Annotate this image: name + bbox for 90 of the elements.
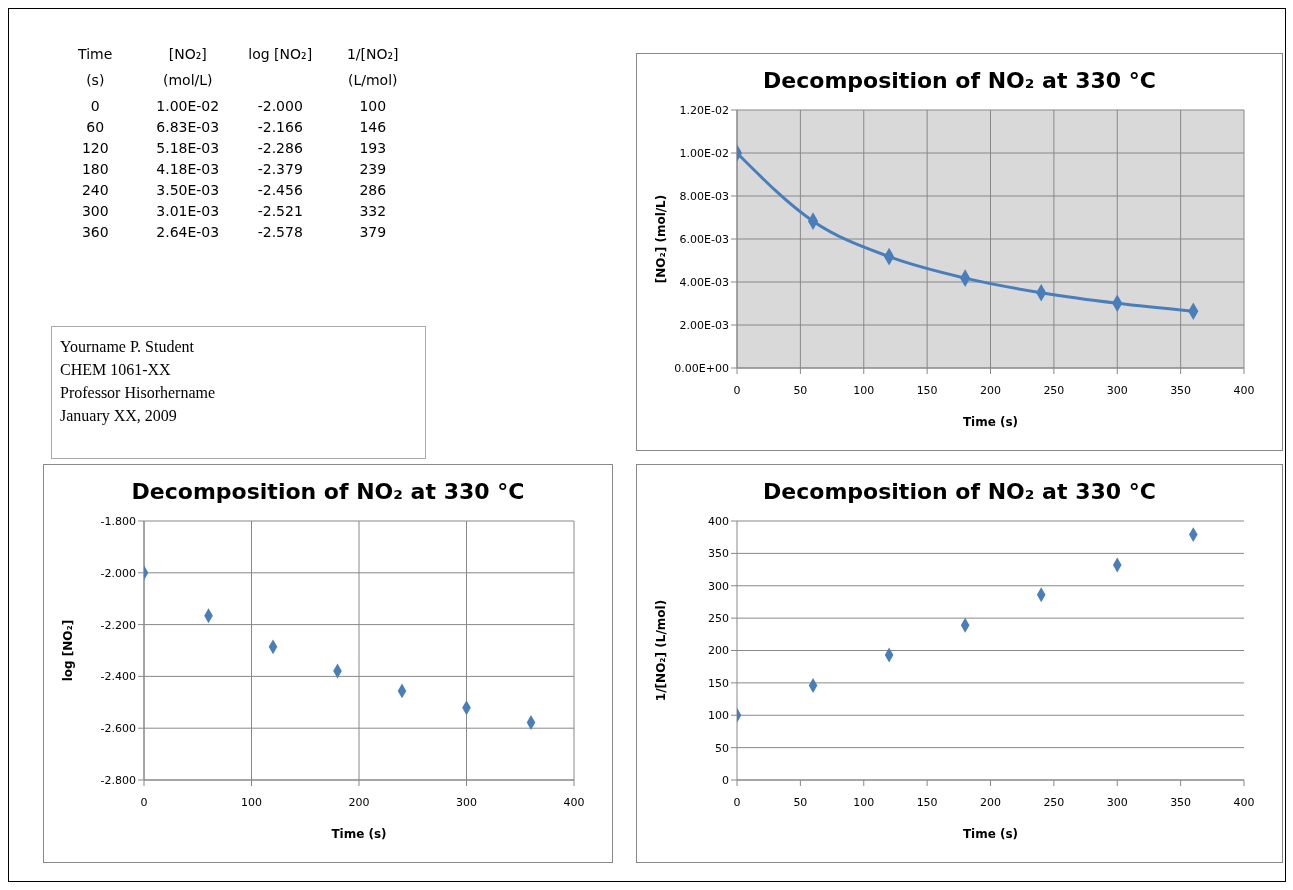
y-tick-label: -2.000: [100, 566, 136, 580]
x-tick-label: 150: [916, 795, 938, 809]
x-axis-title: Time (s): [962, 415, 1019, 429]
category-label: [NO₂] (mol/L): [161, 45, 214, 90]
y-tick-label: 150: [708, 676, 729, 690]
x-tick-label: 200: [348, 795, 370, 809]
x-tick-label: 0: [733, 383, 741, 397]
y-tick-label: 300: [708, 579, 729, 593]
y-tick-label: 8.00E-03: [679, 189, 729, 203]
text: 60: [85, 119, 106, 135]
y-tick-label: -2.400: [100, 670, 136, 684]
text: 286: [358, 182, 388, 198]
y-tick-label: -2.200: [100, 618, 136, 632]
text: 6.83E-03: [155, 119, 221, 135]
text: -2.578: [256, 224, 304, 240]
text: 146: [358, 119, 388, 135]
chart-title: Decomposition of NO₂ at 330 °C: [762, 478, 1157, 506]
y-tick-label: 0: [722, 773, 729, 787]
x-tick-label: 100: [853, 795, 875, 809]
x-tick-label: 200: [980, 383, 1001, 397]
x-tick-label: 100: [853, 383, 875, 397]
text: 360: [80, 224, 110, 240]
text: 180: [80, 161, 110, 177]
text: -2.000: [256, 98, 304, 114]
x-tick-label: 250: [1043, 795, 1065, 809]
text: 2.64E-03: [155, 224, 221, 240]
y-tick-label: 0.00E+00: [674, 361, 729, 375]
text: 5.18E-03: [155, 140, 221, 156]
x-tick-label: 100: [241, 795, 262, 809]
text: Yourname P. Student: [60, 337, 195, 357]
y-tick-label: 1.00E-02: [679, 146, 729, 160]
x-axis-title: Time (s): [331, 827, 387, 841]
y-tick-label: 2.00E-03: [679, 318, 729, 332]
y-axis-title: [NO₂] (mol/L): [654, 194, 669, 284]
text: 1.00E-02: [155, 98, 221, 114]
y-tick-label: 6.00E-03: [679, 232, 729, 246]
text: CHEM 1061-XX: [60, 360, 172, 380]
text: 100: [358, 98, 388, 114]
chart-title: Decomposition of NO₂ at 330 °C: [762, 67, 1157, 95]
x-tick-label: 300: [1106, 383, 1128, 397]
y-tick-label: -2.600: [100, 722, 136, 736]
y-axis-title: 1/[NO₂] (L/mol): [654, 599, 669, 702]
x-tick-label: 150: [916, 383, 938, 397]
text: 240: [80, 182, 110, 198]
x-tick-label: 400: [1233, 383, 1255, 397]
x-tick-label: 400: [563, 795, 585, 809]
y-axis-title: log [NO₂]: [61, 619, 76, 682]
text: 120: [80, 140, 110, 156]
category-label: 1/[NO₂] (L/mol): [345, 45, 400, 90]
text: 300: [80, 203, 110, 219]
text: January XX, 2009: [60, 406, 178, 427]
x-tick-label: 350: [1170, 383, 1192, 397]
text: 3.50E-03: [155, 182, 221, 198]
x-tick-label: 200: [980, 795, 1001, 809]
text: 239: [358, 161, 388, 177]
category-label: log [NO₂]: [247, 45, 314, 64]
y-tick-label: -2.800: [100, 773, 136, 787]
text: -2.521: [256, 203, 304, 219]
x-tick-label: 400: [1233, 795, 1255, 809]
x-tick-label: 300: [456, 795, 477, 809]
text: -2.166: [256, 119, 304, 135]
text: 379: [358, 224, 388, 240]
text: -2.379: [256, 161, 304, 177]
category-label: Time (s): [77, 45, 114, 90]
y-tick-label: 100: [708, 709, 729, 723]
text: -2.456: [256, 182, 304, 198]
text: 4.18E-03: [155, 161, 221, 177]
y-tick-label: 1.20E-02: [679, 103, 729, 117]
chart-title: Decomposition of NO₂ at 330 °C: [130, 478, 526, 506]
text: -2.286: [256, 140, 304, 156]
y-tick-label: 350: [708, 547, 729, 561]
x-tick-label: 300: [1106, 795, 1128, 809]
text: 3.01E-03: [155, 203, 221, 219]
y-tick-label: 200: [708, 644, 729, 658]
x-tick-label: 0: [140, 795, 148, 809]
x-tick-label: 50: [793, 795, 808, 809]
x-axis-title: Time (s): [962, 827, 1019, 841]
x-tick-label: 250: [1043, 383, 1065, 397]
x-tick-label: 50: [793, 383, 808, 397]
text: 332: [358, 203, 388, 219]
text: 0: [89, 98, 101, 114]
x-tick-label: 0: [733, 795, 741, 809]
text: Professor Hisorhername: [60, 383, 217, 403]
y-tick-label: 50: [715, 741, 729, 755]
y-tick-label: 400: [708, 514, 729, 528]
y-tick-label: 4.00E-03: [679, 275, 729, 289]
x-tick-label: 350: [1170, 795, 1192, 809]
text: 193: [358, 140, 388, 156]
y-tick-label: 250: [708, 612, 729, 626]
y-tick-label: -1.800: [100, 514, 136, 528]
